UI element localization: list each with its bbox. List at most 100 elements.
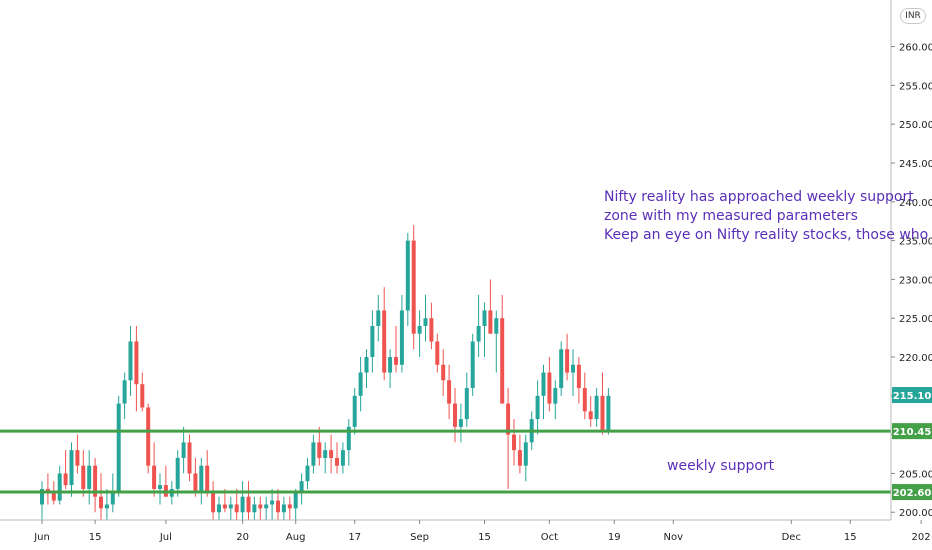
candle[interactable] [541, 364, 546, 420]
candle[interactable] [311, 434, 316, 474]
candle[interactable] [199, 457, 204, 505]
candle[interactable] [588, 395, 593, 427]
candle[interactable] [340, 442, 345, 474]
candle[interactable] [158, 473, 162, 505]
candle[interactable] [600, 372, 605, 435]
candle[interactable] [606, 388, 611, 435]
candle[interactable] [75, 434, 80, 474]
candle[interactable] [464, 372, 469, 427]
candle[interactable] [264, 496, 269, 520]
candle[interactable] [323, 442, 328, 474]
candle[interactable] [140, 372, 145, 412]
candle[interactable] [364, 349, 369, 389]
candle[interactable] [411, 225, 416, 350]
candle[interactable] [582, 372, 587, 420]
candle[interactable] [370, 310, 375, 373]
candle[interactable] [270, 488, 275, 520]
candle[interactable] [276, 488, 280, 520]
candle[interactable] [517, 434, 522, 474]
candle[interactable] [476, 294, 481, 358]
candle[interactable] [447, 364, 452, 420]
candle[interactable] [45, 473, 50, 505]
candle[interactable] [358, 357, 363, 412]
candle[interactable] [523, 434, 528, 482]
candle[interactable] [394, 325, 398, 373]
candle[interactable] [594, 388, 599, 427]
candle[interactable] [40, 481, 44, 520]
candle[interactable] [181, 426, 186, 474]
candle[interactable] [565, 333, 570, 381]
candle[interactable] [87, 450, 92, 505]
candle[interactable] [500, 294, 505, 404]
candle[interactable] [152, 442, 157, 497]
candle[interactable] [217, 496, 221, 520]
candle[interactable] [346, 419, 351, 466]
candle[interactable] [571, 349, 575, 396]
candle[interactable] [305, 457, 310, 489]
candle[interactable] [63, 450, 68, 489]
candle[interactable] [482, 302, 487, 358]
candle[interactable] [134, 325, 139, 412]
candle[interactable] [258, 496, 263, 520]
candle[interactable] [429, 302, 434, 350]
candle[interactable] [559, 341, 564, 396]
candle[interactable] [205, 450, 210, 497]
candle[interactable] [388, 349, 393, 389]
candle[interactable] [281, 496, 286, 520]
candle[interactable] [417, 310, 422, 358]
candle[interactable] [376, 294, 381, 342]
candle[interactable] [122, 372, 127, 420]
candle[interactable] [187, 434, 192, 482]
price-tick-label: 225.00 [899, 314, 932, 325]
candle[interactable] [193, 457, 198, 497]
candle[interactable] [104, 488, 109, 520]
candle[interactable] [352, 388, 357, 435]
candle[interactable] [423, 294, 428, 342]
candle[interactable] [81, 450, 86, 497]
candle[interactable] [128, 325, 133, 396]
candle[interactable] [441, 349, 446, 396]
candle[interactable] [453, 388, 457, 443]
candle[interactable] [93, 457, 98, 513]
annotation-text[interactable]: Nifty reality has approached weekly supp… [604, 189, 932, 474]
candle[interactable] [458, 403, 463, 443]
candle[interactable] [246, 481, 251, 520]
candle[interactable] [252, 496, 257, 520]
candle[interactable] [335, 442, 339, 474]
candle[interactable] [488, 279, 493, 334]
candle[interactable] [553, 380, 558, 420]
candle[interactable] [317, 426, 322, 466]
candle[interactable] [435, 333, 440, 373]
candle[interactable] [382, 287, 387, 381]
candle[interactable] [535, 380, 540, 435]
candle[interactable] [329, 434, 334, 474]
candle[interactable] [211, 481, 216, 520]
candle-body [110, 492, 115, 505]
candle[interactable] [228, 496, 233, 520]
candle[interactable] [399, 294, 404, 373]
candle[interactable] [234, 488, 239, 520]
candle[interactable] [175, 450, 180, 497]
price-axis[interactable]: 200.00205.00210.00215.00220.00225.00230.… [891, 43, 932, 520]
candle[interactable] [405, 232, 410, 326]
candle[interactable] [99, 473, 103, 520]
candle[interactable] [576, 357, 581, 404]
candle[interactable] [299, 473, 304, 505]
candle[interactable] [69, 442, 74, 497]
candle[interactable] [547, 357, 552, 412]
candle[interactable] [116, 395, 121, 497]
time-axis[interactable]: Jun 15 Jul 20 Aug 17 Sep 15 Oct 19 Nov Dec 15 202 [33, 520, 931, 543]
candle-body [281, 504, 286, 513]
candle[interactable] [240, 481, 245, 520]
candle-body [311, 442, 316, 466]
candle[interactable] [512, 419, 516, 466]
candle[interactable] [287, 496, 292, 520]
candle[interactable] [293, 488, 298, 520]
currency-button[interactable]: INR [900, 8, 926, 24]
candle[interactable] [146, 403, 151, 474]
candle[interactable] [57, 465, 62, 505]
candle[interactable] [506, 388, 511, 489]
candle[interactable] [470, 333, 475, 396]
candle[interactable] [494, 310, 499, 373]
